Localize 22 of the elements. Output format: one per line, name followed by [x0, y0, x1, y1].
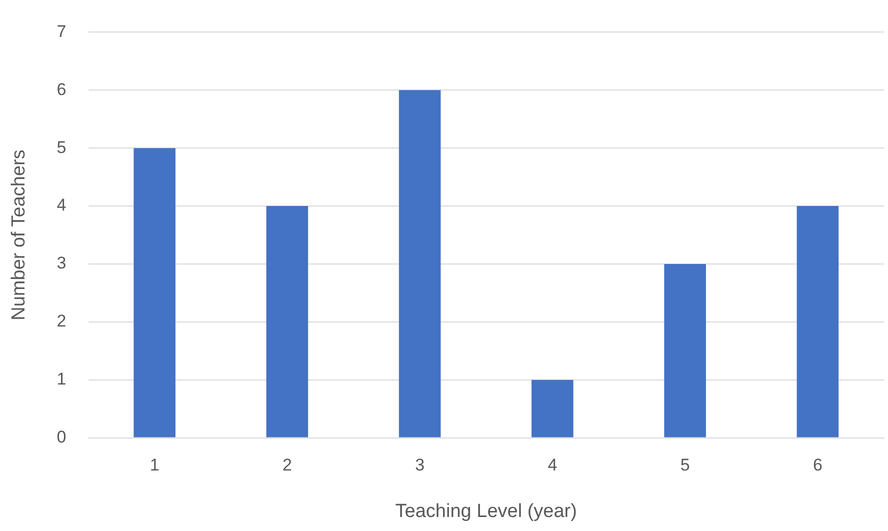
- x-tick-label: 1: [150, 456, 160, 475]
- y-axis-title: Number of Teachers: [8, 150, 30, 320]
- bar: [796, 206, 839, 438]
- x-tick-label: 5: [680, 456, 690, 475]
- y-tick-label: 0: [56, 427, 66, 446]
- y-tick-label: 3: [56, 254, 66, 273]
- y-tick-label: 5: [56, 138, 66, 157]
- y-tick-label: 6: [56, 80, 66, 99]
- y-tick-label: 7: [56, 22, 66, 41]
- y-tick-label: 4: [56, 196, 66, 215]
- bar: [134, 148, 176, 438]
- x-tick-label: 6: [812, 456, 822, 475]
- x-axis-title: Teaching Level (year): [395, 500, 577, 522]
- y-tick-label: 1: [56, 370, 66, 389]
- x-tick-label: 4: [548, 456, 558, 475]
- x-tick-label: 2: [282, 456, 292, 475]
- y-tick-label: 2: [56, 312, 66, 331]
- bar: [266, 206, 308, 438]
- bar: [532, 380, 574, 438]
- bar: [664, 264, 706, 438]
- x-tick-label: 3: [415, 456, 425, 475]
- bar: [398, 90, 441, 438]
